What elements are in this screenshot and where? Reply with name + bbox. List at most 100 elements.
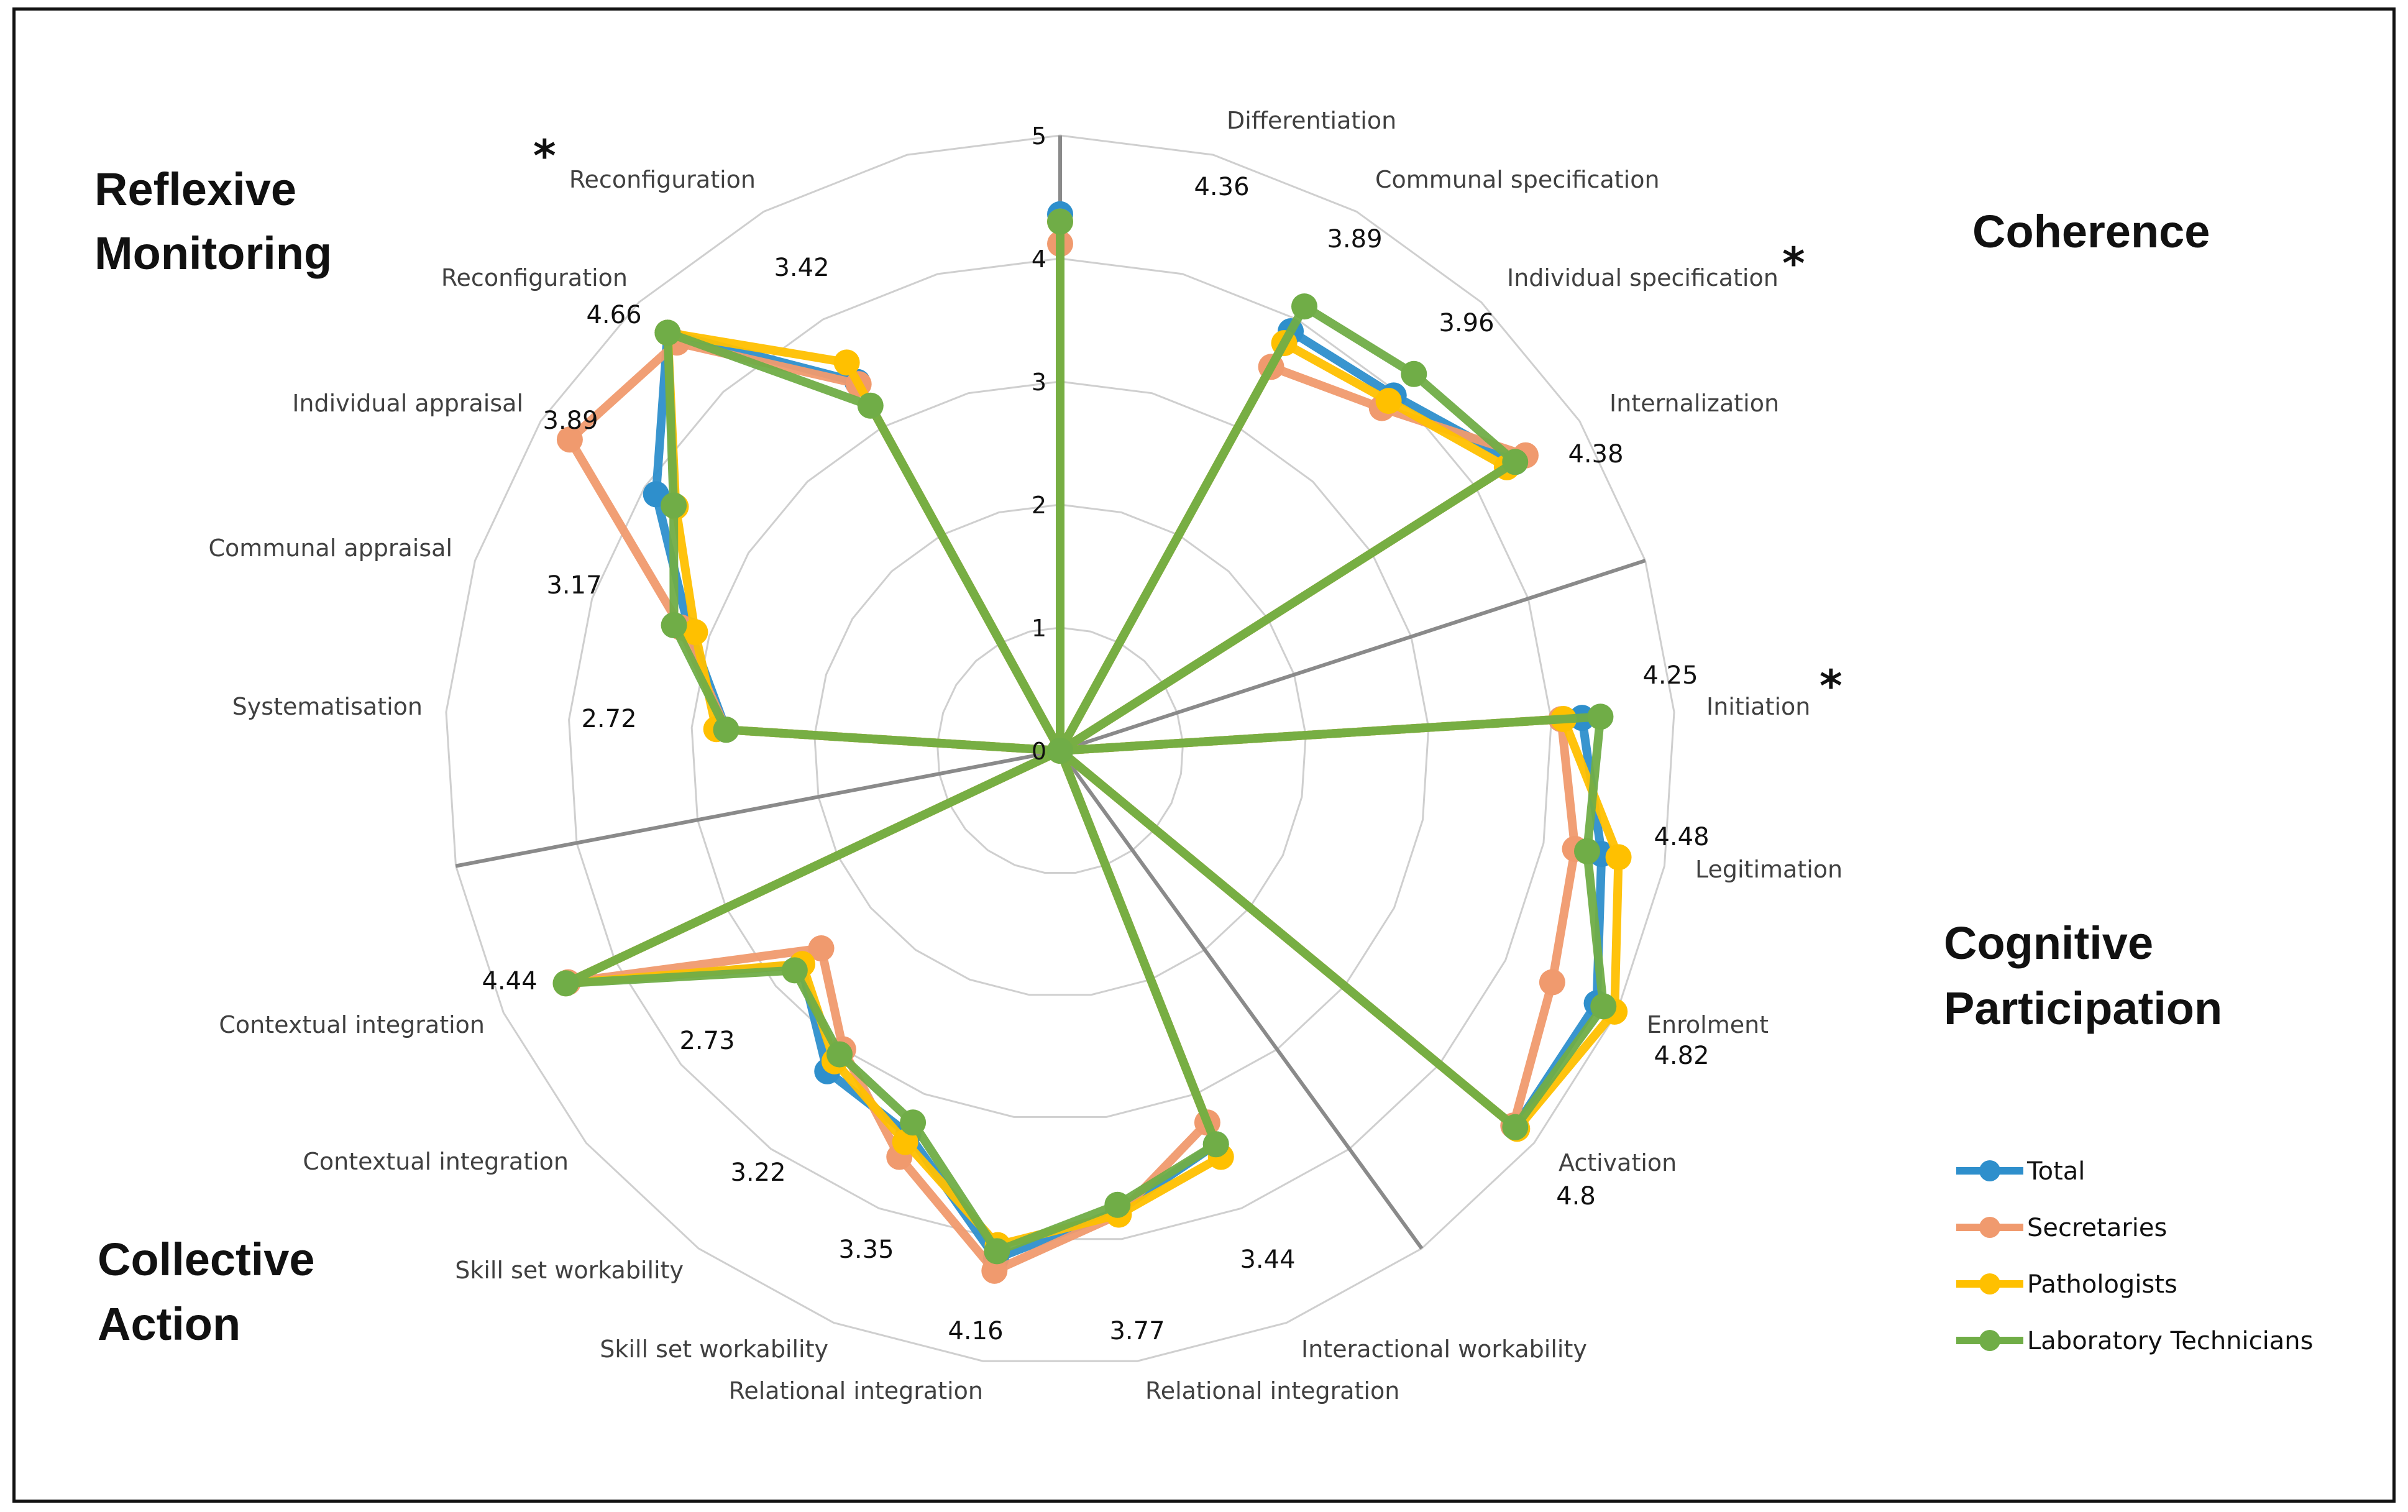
significance-star-reflexive: * bbox=[533, 131, 556, 181]
tick-label-2: 2 bbox=[1032, 492, 1046, 519]
legend-swatch-marker bbox=[1979, 1330, 2000, 1351]
grid-ring-2 bbox=[813, 503, 1307, 996]
tick-label-5: 5 bbox=[1032, 122, 1046, 150]
value-label: 3.35 bbox=[838, 1235, 894, 1264]
data-point bbox=[1502, 449, 1529, 475]
data-point bbox=[1587, 703, 1614, 730]
value-label: 2.72 bbox=[581, 705, 636, 733]
domain-label-reflexive-1: Reflexive bbox=[94, 163, 296, 215]
data-point bbox=[984, 1238, 1010, 1265]
value-label: 4.25 bbox=[1642, 661, 1698, 690]
axis-label: Individual appraisal bbox=[292, 390, 523, 417]
data-point bbox=[713, 717, 739, 743]
legend: Total Secretaries Pathologists Laboratory T… bbox=[1956, 1157, 2313, 1355]
value-label: 3.96 bbox=[1439, 309, 1494, 337]
data-point bbox=[661, 492, 687, 519]
value-label: 4.8 bbox=[1556, 1182, 1596, 1211]
data-point bbox=[833, 349, 860, 376]
legend-swatch-marker bbox=[1979, 1217, 2000, 1238]
domain-labels: Reflexive Monitoring Coherence Cognitive… bbox=[94, 163, 2222, 1350]
value-label: 3.42 bbox=[774, 254, 829, 282]
value-label: 3.89 bbox=[1327, 225, 1382, 254]
axis-label: Contextual integration bbox=[303, 1148, 569, 1175]
data-point bbox=[661, 612, 687, 639]
tick-labels: 0 1 2 3 4 5 bbox=[1032, 122, 1046, 765]
axis-label: Relational integration bbox=[1145, 1377, 1399, 1404]
axis-label: Skill set workability bbox=[600, 1336, 828, 1363]
data-point bbox=[1291, 293, 1317, 320]
grid-ring-3 bbox=[690, 380, 1430, 1118]
value-label: 4.48 bbox=[1654, 823, 1709, 851]
axis-label: Reconfiguration bbox=[441, 264, 628, 291]
axis-label: Skill set workability bbox=[455, 1257, 684, 1284]
significance-markers: * * * bbox=[533, 131, 1843, 712]
series-laboratory-technicians bbox=[552, 208, 1617, 1265]
domain-label-collective-1: Collective bbox=[98, 1234, 315, 1285]
legend-item: Secretaries bbox=[1956, 1214, 2167, 1242]
data-point bbox=[1401, 360, 1427, 387]
axis-label: Communal specification bbox=[1375, 166, 1660, 193]
data-point bbox=[1104, 1191, 1131, 1218]
data-point bbox=[808, 935, 835, 962]
axis-label: Communal appraisal bbox=[208, 534, 452, 562]
axis-label: Differentiation bbox=[1227, 107, 1396, 134]
tick-label-4: 4 bbox=[1032, 245, 1046, 273]
axis-label: Initiation bbox=[1706, 693, 1810, 720]
axis-label: Relational integration bbox=[729, 1377, 983, 1404]
value-label: 4.38 bbox=[1568, 440, 1623, 469]
data-point bbox=[981, 1257, 1008, 1284]
data-point bbox=[1590, 993, 1617, 1020]
domain-label-reflexive-2: Monitoring bbox=[94, 227, 332, 279]
value-label: 3.44 bbox=[1240, 1245, 1295, 1274]
data-point bbox=[857, 392, 884, 419]
domain-label-coherence: Coherence bbox=[1972, 206, 2210, 257]
data-point bbox=[552, 970, 579, 997]
legend-item: Pathologists bbox=[1956, 1270, 2177, 1299]
value-label: 4.66 bbox=[586, 301, 641, 329]
value-labels: 4.36 3.89 3.96 4.38 4.25 4.48 4.82 4.8 3.44 3.77 4… bbox=[482, 173, 1709, 1345]
legend-label: Laboratory Technicians bbox=[2027, 1327, 2313, 1355]
axis-label: Legitimation bbox=[1695, 856, 1843, 883]
axis-label: Internalization bbox=[1609, 390, 1779, 417]
series-line bbox=[561, 217, 1608, 1256]
legend-item: Laboratory Technicians bbox=[1956, 1327, 2313, 1355]
tick-label-0: 0 bbox=[1032, 738, 1046, 765]
axis-label: Individual specification bbox=[1507, 264, 1779, 291]
data-point bbox=[1047, 738, 1073, 764]
legend-label: Total bbox=[2026, 1157, 2085, 1186]
axis-label: Interactional workability bbox=[1301, 1336, 1587, 1363]
data-point bbox=[1539, 969, 1565, 996]
axis-labels: Differentiation Communal specification Ind… bbox=[208, 107, 1843, 1404]
data-point bbox=[1047, 208, 1073, 235]
domain-divider-2 bbox=[1058, 749, 1424, 1250]
data-point bbox=[1375, 388, 1402, 415]
legend-label: Secretaries bbox=[2027, 1214, 2167, 1242]
value-label: 3.17 bbox=[546, 571, 602, 600]
legend-swatch-marker bbox=[1979, 1273, 2000, 1294]
tick-label-3: 3 bbox=[1032, 369, 1046, 396]
axis-label: Contextual integration bbox=[219, 1011, 485, 1038]
domain-label-cognitive-1: Cognitive bbox=[1944, 917, 2153, 969]
value-label: 3.22 bbox=[730, 1158, 785, 1187]
axis-label: Reconfiguration bbox=[569, 166, 756, 193]
data-point bbox=[556, 426, 583, 453]
domain-label-cognitive-2: Participation bbox=[1944, 983, 2222, 1034]
data-point bbox=[1202, 1131, 1229, 1158]
domain-divider-1 bbox=[1060, 559, 1646, 753]
value-label: 4.44 bbox=[482, 967, 537, 996]
data-point bbox=[826, 1041, 853, 1068]
data-point bbox=[900, 1109, 927, 1136]
value-label: 4.82 bbox=[1654, 1042, 1709, 1070]
grid-ring-1 bbox=[936, 626, 1184, 874]
data-point bbox=[682, 619, 708, 646]
axis-label: Enrolment bbox=[1647, 1011, 1769, 1038]
legend-swatch-marker bbox=[1979, 1160, 2000, 1181]
value-label: 3.89 bbox=[542, 406, 598, 435]
value-label: 2.73 bbox=[679, 1027, 735, 1055]
data-point bbox=[1502, 1114, 1529, 1140]
grid-ring-5 bbox=[445, 134, 1675, 1362]
domain-divider-3 bbox=[455, 749, 1061, 868]
tick-label-1: 1 bbox=[1032, 615, 1046, 642]
value-label: 3.77 bbox=[1109, 1317, 1165, 1345]
